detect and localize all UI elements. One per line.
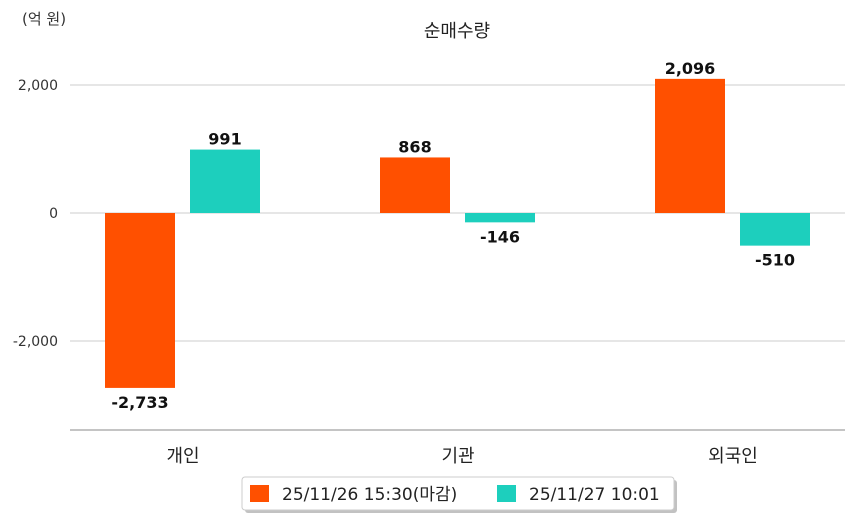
data-label: 868 xyxy=(398,137,431,156)
legend-label: 25/11/26 15:30(마감) xyxy=(282,485,457,505)
y-tick-label: 2,000 xyxy=(18,78,58,94)
legend: 25/11/26 15:30(마감) 25/11/27 10:01 xyxy=(241,476,677,513)
y-tick-label: -2,000 xyxy=(13,334,58,350)
data-label: -2,733 xyxy=(111,393,168,412)
unit-label: (억 원) xyxy=(22,10,66,28)
x-tick-label: 개인 xyxy=(166,446,199,467)
y-tick-label: 0 xyxy=(49,206,58,222)
legend-swatch xyxy=(497,485,516,502)
chart-title: 순매수량 xyxy=(424,21,490,42)
data-label: 2,096 xyxy=(665,59,716,78)
bar[interactable] xyxy=(655,78,725,213)
data-label: -146 xyxy=(480,227,520,246)
x-tick-label: 기관 xyxy=(441,446,474,467)
legend-swatch xyxy=(250,485,269,502)
bar[interactable] xyxy=(105,213,175,388)
bar[interactable] xyxy=(190,149,260,213)
data-label: -510 xyxy=(755,251,795,270)
x-tick-label: 외국인 xyxy=(708,446,758,467)
bar[interactable] xyxy=(740,213,810,246)
data-label: 991 xyxy=(208,130,241,149)
legend-label: 25/11/27 10:01 xyxy=(529,485,660,505)
bar[interactable] xyxy=(465,213,535,223)
bar[interactable] xyxy=(380,157,450,213)
